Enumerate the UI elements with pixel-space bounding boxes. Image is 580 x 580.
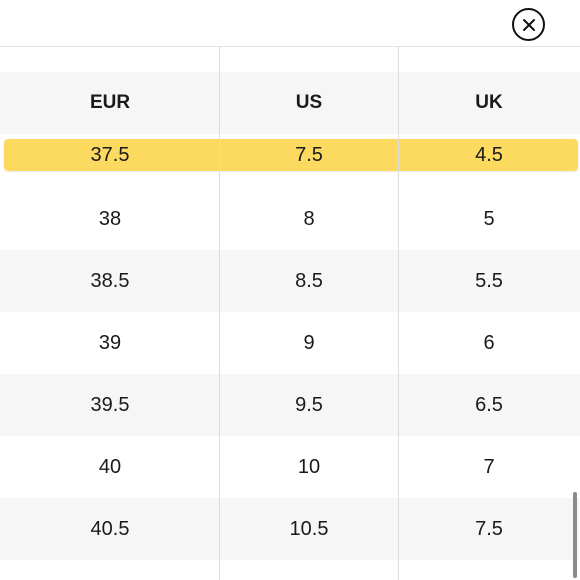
table-row[interactable]: 39 9 6 — [0, 312, 580, 374]
eur-cell: 38.5 — [90, 269, 130, 292]
us-cell: 9.5 — [295, 393, 323, 416]
eur-cell: 40 — [98, 455, 122, 478]
eur-cell: 39 — [98, 331, 122, 354]
table-row[interactable]: 38.5 8.5 5.5 — [0, 250, 580, 312]
selected-size-row[interactable]: 37.5 7.5 4.5 — [4, 139, 578, 171]
us-cell: 10.5 — [289, 517, 329, 540]
top-spacer-row — [0, 47, 580, 65]
table-row[interactable]: 40 10 7 — [0, 436, 580, 498]
us-cell: 10 — [297, 455, 321, 478]
us-cell: 7.5 — [295, 143, 323, 166]
uk-cell: 7 — [483, 455, 495, 478]
uk-cell: 4.5 — [475, 143, 503, 166]
table-row[interactable]: 38 8 5 — [0, 188, 580, 250]
uk-cell: 5 — [483, 207, 495, 230]
size-table: EUR US UK 38 8 5 38.5 8.5 5.5 39 9 6 39.… — [0, 47, 580, 580]
eur-cell: 37.5 — [90, 143, 130, 166]
eur-cell: 40.5 — [90, 517, 130, 540]
close-icon — [522, 18, 536, 32]
top-bar — [0, 0, 580, 47]
close-button[interactable] — [512, 8, 545, 41]
header-eur: EUR — [89, 92, 131, 113]
header-us: US — [295, 92, 323, 113]
uk-cell: 7.5 — [475, 517, 503, 540]
eur-cell: 38 — [98, 207, 122, 230]
us-cell: 8 — [303, 207, 315, 230]
table-header: EUR US UK — [0, 72, 580, 134]
column-divider — [398, 47, 399, 580]
scrollbar[interactable] — [573, 492, 577, 578]
table-row[interactable]: 39.5 9.5 6.5 — [0, 374, 580, 436]
column-divider — [219, 47, 220, 580]
us-cell: 9 — [303, 331, 315, 354]
table-row[interactable]: 40.5 10.5 7.5 — [0, 498, 580, 560]
uk-cell: 6.5 — [475, 393, 503, 416]
eur-cell: 39.5 — [90, 393, 130, 416]
header-uk: UK — [475, 92, 503, 113]
uk-cell: 6 — [483, 331, 495, 354]
us-cell: 8.5 — [295, 269, 323, 292]
uk-cell: 5.5 — [475, 269, 503, 292]
